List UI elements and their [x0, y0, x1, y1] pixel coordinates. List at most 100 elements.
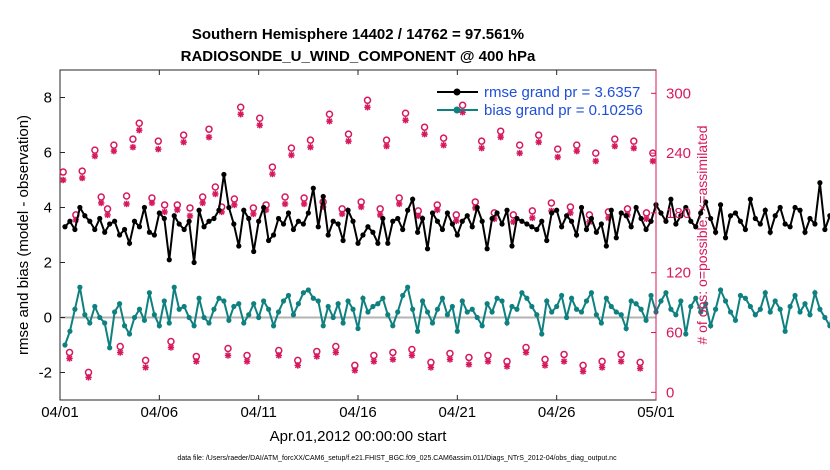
bias-point	[131, 314, 138, 321]
rmse-point	[777, 204, 783, 211]
bias-point	[141, 317, 148, 323]
rmse-point	[92, 226, 98, 233]
bias-point	[211, 306, 217, 312]
rmse-point	[752, 215, 758, 222]
assimilated-obs-point	[78, 174, 86, 182]
bias-point	[410, 306, 416, 312]
bias-point	[668, 306, 674, 312]
rmse-point	[126, 240, 133, 246]
possible-obs-point	[420, 123, 429, 131]
rmse-point	[454, 232, 460, 238]
assimilated-obs-point	[59, 176, 67, 184]
bias-point	[325, 303, 331, 310]
assimilated-obs-point	[300, 200, 308, 208]
bias-point	[419, 298, 426, 304]
rmse-point	[539, 218, 545, 224]
possible-obs-point	[281, 193, 289, 201]
bias-point	[628, 298, 634, 304]
bias-point	[87, 320, 93, 326]
assimilated-obs-point	[345, 137, 352, 145]
y-axis-right: 0 60 120 180 240 300	[651, 70, 691, 401]
bias-point	[112, 309, 118, 315]
y-left-tick-label: 4	[44, 200, 52, 217]
bias-point	[717, 287, 724, 293]
possible-obs-point	[268, 163, 277, 171]
bias-point	[186, 314, 192, 321]
bias-point	[345, 298, 351, 304]
bias-point	[817, 306, 823, 312]
bias-point	[683, 331, 689, 337]
rmse-point	[419, 215, 426, 222]
rmse-point	[782, 221, 788, 227]
assimilated-obs-point	[370, 358, 378, 365]
y-right-tick-label: 0	[666, 384, 674, 401]
assimilated-obs-point	[440, 141, 447, 149]
bias-point	[489, 309, 495, 315]
rmse-point	[256, 218, 262, 224]
rmse-point	[608, 207, 614, 213]
bias-point	[529, 303, 535, 310]
bias-point	[633, 301, 639, 307]
rmse-point	[524, 221, 530, 227]
assimilated-obs-point	[522, 349, 530, 356]
assimilated-obs-point	[592, 157, 599, 165]
rmse-point	[340, 237, 346, 244]
bias-point	[261, 298, 267, 304]
rmse-point	[593, 229, 600, 235]
assimilated-obs-point	[383, 142, 390, 150]
rmse-point	[444, 210, 450, 216]
rmse-point	[310, 185, 316, 191]
assimilated-obs-point	[174, 206, 181, 214]
rmse-point	[489, 215, 495, 222]
rmse-point	[678, 213, 684, 219]
possible-obs-point	[363, 96, 372, 105]
rmse-point	[554, 207, 560, 213]
y-left-tick-label: 2	[44, 255, 52, 272]
bias-point	[191, 323, 197, 329]
bias-point	[554, 303, 560, 310]
y-right-tick-label: 60	[666, 325, 683, 342]
bias-point	[72, 306, 78, 312]
assimilated-obs-series	[59, 104, 657, 381]
bias-point	[454, 328, 460, 334]
x-tick-label: 04/16	[339, 404, 377, 421]
assimilated-obs-point	[408, 352, 416, 359]
rmse-point	[410, 196, 416, 202]
bias-point	[593, 312, 600, 318]
assimilated-obs-point	[484, 358, 492, 365]
rmse-point	[648, 218, 654, 224]
bias-point	[226, 317, 232, 323]
rmse-point	[698, 210, 704, 216]
rmse-point	[693, 224, 699, 230]
assimilated-obs-point	[199, 199, 206, 207]
possible-obs-point	[553, 145, 562, 153]
assimilated-obs-point	[630, 144, 638, 152]
rmse-point	[102, 229, 108, 235]
bias-point	[176, 306, 182, 312]
rmse-point	[171, 213, 177, 219]
rmse-point	[385, 240, 391, 246]
y-left-tick-label: 8	[44, 90, 52, 107]
possible-obs-point	[547, 199, 556, 207]
bias-point	[459, 298, 465, 304]
assimilated-obs-point	[294, 362, 301, 369]
possible-obs-point	[617, 350, 625, 359]
bias-point	[196, 295, 202, 301]
bias-point	[722, 298, 729, 304]
plot-area	[59, 69, 830, 401]
y-axis-left: -2 0 2 4 6 8	[39, 90, 65, 382]
rmse-point	[360, 232, 366, 238]
assimilated-obs-point	[617, 358, 625, 365]
bias-point	[350, 306, 356, 312]
bias-point	[385, 312, 391, 318]
rmse-point	[827, 213, 830, 219]
bias-point	[171, 284, 177, 290]
rmse-point	[732, 210, 739, 216]
rmse-point	[583, 226, 590, 233]
rmse-point	[216, 207, 222, 213]
assimilated-obs-point	[465, 361, 473, 368]
bias-point	[568, 295, 575, 301]
bias-point	[727, 309, 734, 315]
assimilated-obs-point	[193, 358, 200, 365]
bias-point	[777, 306, 783, 312]
